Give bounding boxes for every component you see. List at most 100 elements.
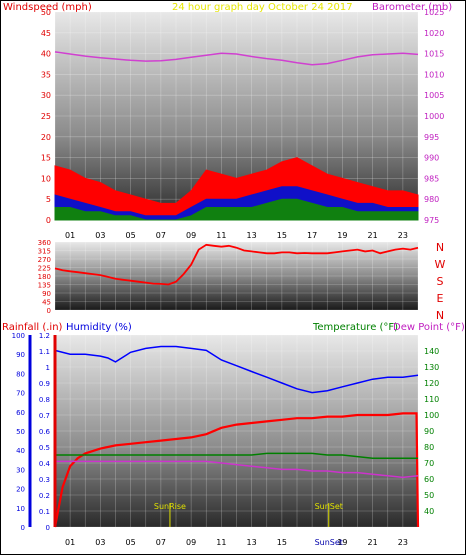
rainfall-y-tick: 0.1 [39,508,50,516]
humidity-line [54,345,419,394]
humidity-y-axis-ticks: 0 10 20 30 40 50 60 70 80 90 100 [12,332,32,532]
barometer-y-tick: 980 [424,195,439,204]
compass-letter: N [436,241,444,254]
rainfall-title: Rainfall (.in) [2,322,63,333]
barometer-line [54,51,419,66]
wind-y-tick: 35 [41,70,51,79]
temperature-y-tick: 70 [424,459,434,468]
temperature-y-tick: 120 [424,379,439,388]
barometer-y-tick: 1015 [424,50,444,59]
humidity-y-tick: 90 [16,351,25,359]
rain-x-tick: 07 [156,538,166,547]
dewpoint-title: Dew Point (°F) [393,322,465,333]
wind-x-tick: 01 [65,231,75,240]
temperature-y-tick: 110 [424,395,439,404]
wind-x-tick: 11 [216,231,226,240]
humidity-title: Humidity (%) [66,322,132,333]
humidity-y-tick: 0 [21,524,25,532]
compass-letter: N [436,309,444,322]
sunset-axis-label: SunSet [315,538,343,547]
humidity-y-tick: 50 [16,428,25,436]
barometer-title: Barometer (mb) [372,2,452,13]
humidity-y-tick: 20 [16,486,25,494]
wind-x-tick: 09 [186,231,196,240]
wind-y-tick: 45 [41,29,51,38]
wind-y-tick: 30 [41,91,51,100]
windspeed-title: Windspeed (mph) [3,2,92,13]
barometer-y-axis-ticks: 975 980 985 990 995 1000 1005 1010 1015 1020 1025 [424,8,444,225]
rain-plot-area [55,335,418,527]
wind-x-tick: 03 [95,231,105,240]
temperature-y-tick: 130 [424,363,439,372]
wind-direction-line [54,243,419,286]
direction-y-tick: 90 [42,290,51,298]
wind-y-tick: 10 [41,174,51,183]
rain-x-tick: 21 [368,538,378,547]
direction-y-tick: 315 [38,248,51,256]
rainfall-y-tick: 0.2 [39,492,50,500]
temperature-y-tick: 100 [424,411,439,420]
wind-x-tick: 07 [156,231,166,240]
barometer-y-tick: 990 [424,154,439,163]
direction-y-tick: 270 [38,256,51,264]
sun-annotations: SunRise SunSet [154,502,343,527]
direction-y-tick: 45 [42,299,51,307]
rain-x-tick: 23 [398,538,408,547]
barometer-y-tick: 1010 [424,70,444,79]
compass-letter: S [437,275,444,288]
humidity-y-tick: 40 [16,447,25,455]
rain-x-tick: 03 [95,538,105,547]
rain-x-tick: 01 [65,538,75,547]
rain-x-tick: 11 [216,538,226,547]
rain-x-tick: 13 [247,538,257,547]
rain-x-tick: 05 [126,538,136,547]
direction-y-tick: 360 [38,239,51,247]
rainfall-y-tick: 0 [46,524,50,532]
rainfall-y-tick: 0.5 [39,444,50,452]
barometer-y-tick: 975 [424,216,439,225]
direction-grid [54,241,419,311]
rainfall-y-tick: 0.8 [39,396,50,404]
wind-y-tick: 20 [41,133,51,142]
compass-letter: E [437,292,444,305]
rainfall-y-tick: 0.9 [39,380,50,388]
rain-series [53,345,420,528]
humidity-y-tick: 100 [12,332,25,340]
temperature-y-tick: 90 [424,427,434,436]
rainfall-y-tick: 1.1 [39,348,50,356]
direction-y-tick: 0 [47,307,51,315]
humidity-y-tick: 80 [16,370,25,378]
temperature-title: Temperature (°F) [312,322,398,333]
rainfall-y-tick: 1 [46,364,50,372]
sunset-label: SunSet [315,502,343,511]
wind-x-tick: 23 [398,231,408,240]
wind-y-tick: 5 [46,195,51,204]
rain-x-tick: 15 [277,538,287,547]
wind-x-tick: 05 [126,231,136,240]
temperature-y-tick: 40 [424,507,434,516]
wind-y-tick: 25 [41,112,51,121]
direction-y-tick: 135 [38,282,51,290]
temperature-line [55,452,418,459]
barometer-y-tick: 1000 [424,112,444,121]
rainfall-y-axis-ticks: 0 0.1 0.2 0.3 0.4 0.5 0.6 0.7 0.8 0.9 1 1.1 1.2 [39,332,57,532]
humidity-y-tick: 10 [16,505,25,513]
temperature-y-tick: 80 [424,443,434,452]
rain-x-tick: 19 [337,538,347,547]
barometer-y-tick: 1025 [424,8,444,17]
barometer-y-tick: 985 [424,174,439,183]
barometer-y-tick: 995 [424,133,439,142]
graph-date-title: 24 hour graph day October 24 2017 [172,2,353,13]
wind-y-tick: 15 [41,154,51,163]
humidity-y-tick: 30 [16,466,25,474]
dewpoint-line [55,460,419,479]
temperature-y-axis-ticks: 40 50 60 70 80 90 100 110 120 130 140 [424,347,439,516]
wind-x-tick: 13 [247,231,257,240]
humidity-y-tick: 60 [16,409,25,417]
wind-series [54,51,419,221]
rainfall-y-tick: 1.2 [39,332,50,340]
direction-series [54,243,419,286]
